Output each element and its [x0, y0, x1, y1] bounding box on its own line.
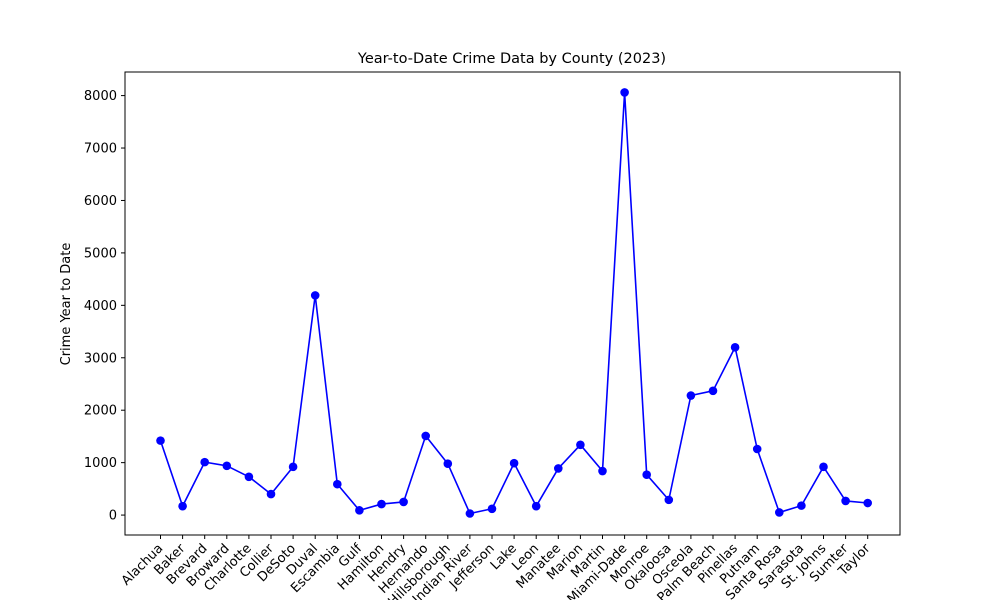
y-tick-label: 8000 — [84, 89, 117, 104]
data-point — [266, 489, 276, 499]
data-point — [775, 508, 784, 517]
data-point — [310, 291, 320, 300]
data-point — [443, 459, 453, 468]
y-tick-label: 6000 — [84, 194, 117, 209]
data-point — [598, 466, 607, 476]
data-point — [841, 496, 850, 506]
data-point — [819, 462, 828, 472]
data-point — [377, 499, 386, 509]
chart-title: Year-to-Date Crime Data by County (2023) — [357, 51, 666, 67]
y-axis: 0 1000 2000 3000 4000 5000 6000 7000 8000 — [84, 89, 125, 524]
data-point — [620, 88, 629, 97]
data-point — [156, 436, 165, 445]
data-point — [333, 479, 342, 489]
data-point — [509, 458, 519, 468]
y-tick-label: 4000 — [84, 299, 117, 314]
series-lines — [159, 91, 868, 515]
data-point — [355, 506, 364, 515]
y-tick-label: 3000 — [84, 351, 117, 366]
data-point — [178, 501, 187, 511]
data-point — [288, 462, 298, 472]
data-point — [642, 470, 651, 479]
y-tick-label: 7000 — [84, 142, 117, 157]
x-axis: AlachuaBakerBrevardBrowardCharlotteColli… — [119, 535, 874, 600]
data-point — [797, 501, 806, 510]
data-point — [752, 444, 762, 454]
plot-frame — [124, 71, 901, 536]
series-points — [156, 88, 872, 518]
y-tick-label: 2000 — [84, 404, 117, 419]
y-axis-label: Crime Year to Date — [59, 243, 74, 366]
data-point — [664, 495, 674, 505]
data-point — [686, 391, 696, 400]
data-point — [421, 431, 431, 441]
data-point — [531, 501, 541, 511]
y-tick-label: 0 — [109, 509, 117, 524]
data-point — [730, 342, 740, 352]
data-point — [487, 504, 497, 514]
data-point — [200, 457, 209, 467]
y-tick-label: 5000 — [84, 246, 117, 261]
data-point — [399, 497, 408, 507]
data-point — [465, 509, 475, 518]
y-tick-label: 1000 — [84, 456, 117, 471]
data-point — [244, 472, 254, 482]
data-point — [863, 498, 872, 508]
data-point — [554, 464, 563, 473]
series-line — [159, 91, 868, 515]
data-point — [708, 386, 718, 396]
data-point — [576, 440, 585, 450]
data-point — [222, 461, 232, 471]
